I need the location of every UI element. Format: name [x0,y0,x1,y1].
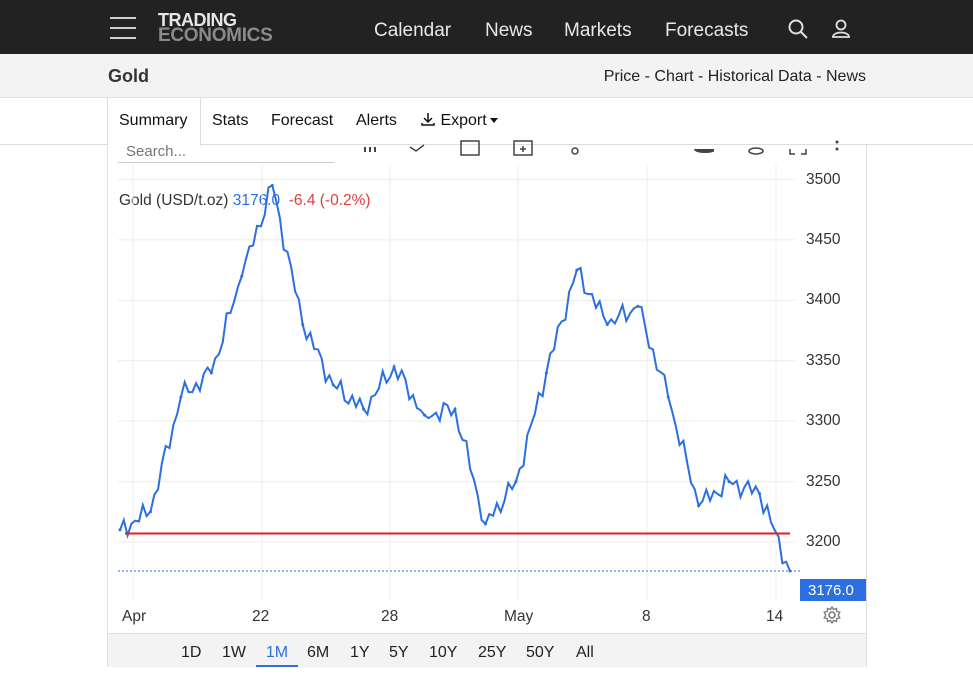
range-all[interactable]: All [576,644,594,661]
data-point [697,504,701,508]
search-field[interactable] [118,139,334,163]
data-point [605,323,609,326]
y-tick-label: 3250 [806,472,841,490]
data-point [483,522,487,526]
nav-calendar[interactable]: Calendar [374,20,452,41]
last-price-tag: 3176.0 [800,579,866,601]
range-50y[interactable]: 50Y [526,644,555,661]
nav-markets[interactable]: Markets [564,20,632,41]
data-point [331,383,335,387]
gear-icon[interactable] [822,605,842,625]
tab-stats[interactable]: Stats [212,112,249,129]
series-line-gold [119,184,791,572]
range-6m[interactable]: 6M [307,644,330,661]
bar-chart-icon[interactable] [360,139,382,157]
y-tick-label: 3400 [806,291,841,309]
range-1y[interactable]: 1Y [350,644,370,661]
range-10y[interactable]: 10Y [429,644,458,661]
data-point [575,268,579,272]
box-icon[interactable] [459,139,481,157]
nav-forecasts[interactable]: Forecasts [665,20,749,41]
tab-forecast[interactable]: Forecast [271,112,334,129]
range-1m[interactable]: 1M [256,644,298,667]
data-point [362,407,366,411]
menu-icon[interactable] [110,17,138,39]
tab-export[interactable]: Export [420,98,498,145]
data-point [270,184,274,188]
y-tick-label: 3200 [806,533,841,550]
legend-name: Gold (USD/t.oz) [119,192,229,209]
add-box-icon[interactable] [512,139,534,157]
x-tick-label: Apr [122,608,147,625]
data-point [636,304,640,308]
logo[interactable]: TRADING ECONOMICS [158,10,273,46]
more-icon[interactable] [830,139,844,157]
range-1w[interactable]: 1W [222,644,246,661]
logo-line1: TRADING [158,10,237,30]
range-5y[interactable]: 5Y [389,644,409,661]
export-label: Export [440,112,487,129]
database-icon[interactable] [745,139,767,157]
top-navbar: TRADING ECONOMICS Calendar News Markets … [0,0,973,54]
data-point [727,480,731,484]
search-icon[interactable] [787,18,809,40]
nav-news[interactable]: News [485,20,533,41]
data-point [179,395,183,399]
page-title: Gold [108,66,149,86]
x-tick-label: May [504,608,534,625]
data-point [423,413,427,417]
y-tick-label: 3350 [806,351,841,369]
tab-bar: Summary Stats Forecast Alerts Export [0,98,973,146]
download-icon [421,113,435,126]
data-point [148,510,152,514]
fullscreen-icon[interactable] [787,139,809,157]
page-subheader: Gold Price - Chart - Historical Data - N… [0,54,973,98]
tab-alerts[interactable]: Alerts [356,112,397,129]
data-point [240,274,244,278]
data-point [544,371,548,375]
logo-line2: ECONOMICS [158,25,273,46]
search-input[interactable] [126,143,326,160]
chevron-down-icon [489,118,498,124]
tab-summary[interactable]: Summary [107,98,201,146]
x-tick-label: 8 [642,608,651,625]
range-1d[interactable]: 1D [181,644,202,661]
user-icon[interactable] [830,18,852,40]
legend-change: -6.4 (-0.2%) [288,192,371,209]
data-point [209,371,213,375]
data-point [118,528,122,532]
cloud-download-icon[interactable] [692,139,714,157]
data-point [758,492,762,496]
data-point [788,569,792,573]
chart-legend: Gold (USD/t.oz) 3176.0 -6.4 (-0.2%) [119,192,371,210]
y-tick-label: 3500 [806,170,841,188]
data-point [301,323,305,326]
data-point [392,365,396,369]
y-tick-label: 3300 [806,412,841,430]
page-links[interactable]: Price - Chart - Historical Data - News [603,68,866,85]
x-tick-label: 22 [252,608,270,625]
y-tick-label: 3450 [806,230,841,248]
x-tick-label: 28 [381,608,399,625]
data-point [514,480,518,484]
data-point [666,395,670,399]
data-point [453,407,457,411]
range-25y[interactable]: 25Y [478,644,507,661]
range-selector: 1D 1W 1M 6M 1Y 5Y 10Y 25Y 50Y All [108,633,866,667]
line-tool-icon[interactable] [406,139,428,157]
link-icon[interactable] [565,139,587,157]
x-tick-label: 14 [766,608,784,625]
